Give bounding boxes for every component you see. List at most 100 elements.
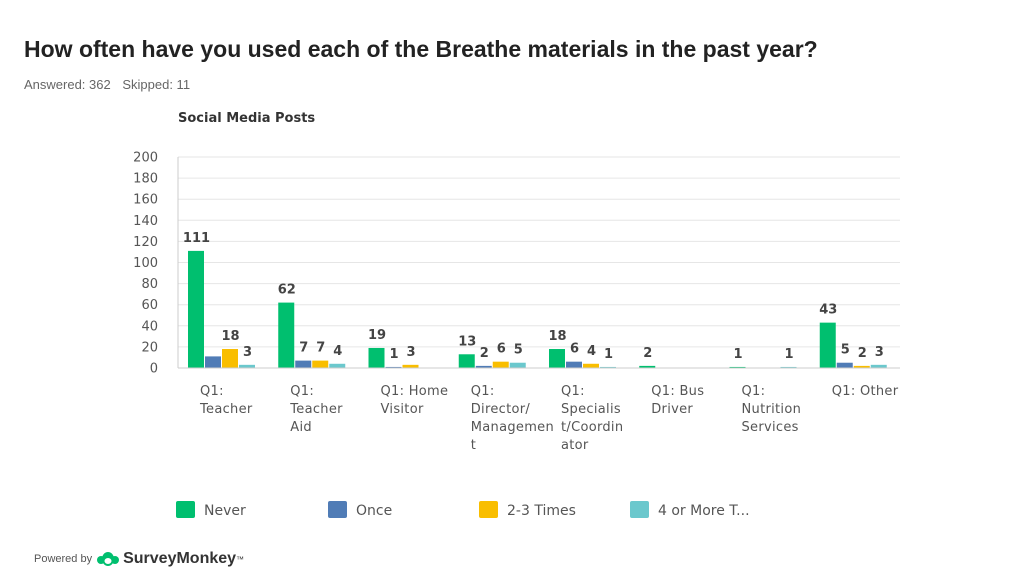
bar-once xyxy=(205,356,221,368)
x-tick-label: Q1: Other xyxy=(832,384,899,399)
x-tick-label: Services xyxy=(742,420,799,435)
bar-4-or-more-t xyxy=(600,366,616,368)
surveymonkey-logo[interactable]: SurveyMonkey ™ xyxy=(96,550,244,568)
data-label: 19 xyxy=(368,328,386,343)
y-tick-label: 160 xyxy=(133,193,158,208)
x-tick-label: Q1: Home xyxy=(381,384,449,399)
x-tick-label: Aid xyxy=(290,420,312,435)
brand-name: SurveyMonkey xyxy=(123,550,237,567)
bar-4-or-more-t xyxy=(329,363,346,368)
data-label: 5 xyxy=(514,343,523,358)
data-label: 1 xyxy=(389,347,398,362)
x-tick-label: Managemen xyxy=(471,420,554,435)
x-tick-label: ator xyxy=(561,438,589,453)
legend-swatch xyxy=(630,501,649,518)
data-label: 3 xyxy=(406,345,415,360)
y-tick-label: 180 xyxy=(133,172,158,187)
y-tick-label: 60 xyxy=(141,298,158,313)
brand-trademark: ™ xyxy=(236,554,245,564)
x-tick-label: t xyxy=(471,438,476,453)
powered-by-label: Powered by xyxy=(34,553,93,565)
bar-never xyxy=(368,347,385,368)
legend-label: 2-3 Times xyxy=(507,503,576,519)
x-tick-label: Q1: Bus xyxy=(651,384,704,399)
y-tick-label: 140 xyxy=(133,214,158,229)
data-label: 7 xyxy=(299,341,308,356)
legend-swatch xyxy=(176,501,195,518)
bar-2-3-times xyxy=(222,349,238,368)
data-label: 18 xyxy=(548,329,566,344)
x-tick-label: Teacher xyxy=(199,402,253,417)
bar-never xyxy=(188,250,204,368)
y-tick-label: 200 xyxy=(133,151,158,166)
x-tick-label: Specialis xyxy=(561,402,621,417)
x-tick-label: Teacher xyxy=(289,402,343,417)
bar-2-3-times xyxy=(312,360,329,368)
legend-label: Never xyxy=(204,503,246,519)
data-label: 62 xyxy=(278,283,296,298)
data-label: 2 xyxy=(643,346,652,361)
response-stats: Answered: 362 Skipped: 11 xyxy=(24,77,198,92)
bar-once xyxy=(385,366,402,368)
bar-2-3-times xyxy=(402,364,419,368)
bar-4-or-more-t xyxy=(780,366,797,368)
footer: Powered by SurveyMonkey ™ xyxy=(34,550,244,568)
bar-4-or-more-t xyxy=(870,364,887,368)
bar-never xyxy=(458,354,475,368)
bar-2-3-times xyxy=(583,363,599,368)
bar-4-or-more-t xyxy=(239,364,255,368)
y-tick-label: 20 xyxy=(141,340,158,355)
data-label: 1 xyxy=(733,347,742,362)
legend-swatch xyxy=(479,501,498,518)
data-label: 4 xyxy=(333,344,342,359)
x-tick-label: Driver xyxy=(651,402,693,417)
data-label: 43 xyxy=(819,303,837,318)
skipped-count: Skipped: 11 xyxy=(122,77,191,92)
page-title: How often have you used each of the Brea… xyxy=(24,36,818,62)
bar-never xyxy=(278,302,295,368)
bar-never xyxy=(549,349,565,368)
data-label: 2 xyxy=(480,346,489,361)
bar-never xyxy=(729,366,746,368)
bar-once xyxy=(295,360,312,368)
y-tick-label: 100 xyxy=(133,256,158,271)
x-tick-label: Q1: xyxy=(561,384,585,399)
data-label: 7 xyxy=(316,341,325,356)
data-label: 6 xyxy=(497,342,506,357)
x-tick-label: Q1: xyxy=(290,384,314,399)
x-tick-label: Q1: xyxy=(471,384,495,399)
bar-2-3-times xyxy=(492,361,509,368)
answered-count: Answered: 362 xyxy=(24,77,111,92)
data-label: 111 xyxy=(183,231,210,246)
legend-label: Once xyxy=(356,503,392,519)
x-tick-label: Director/ xyxy=(471,402,531,417)
bar-once xyxy=(566,361,582,368)
data-label: 3 xyxy=(243,345,252,360)
x-tick-label: Q1: xyxy=(742,384,766,399)
bar-4-or-more-t xyxy=(509,362,526,368)
bar-once xyxy=(836,362,853,368)
data-label: 1 xyxy=(604,347,613,362)
y-tick-label: 80 xyxy=(141,277,158,292)
bar-once xyxy=(475,365,492,368)
data-label: 4 xyxy=(587,344,596,359)
data-label: 6 xyxy=(570,342,579,357)
x-tick-label: Visitor xyxy=(381,402,424,417)
data-label: 13 xyxy=(458,334,476,349)
x-tick-label: Q1: xyxy=(200,384,224,399)
bar-never xyxy=(639,365,656,368)
bar-never xyxy=(819,322,836,368)
chart-title: Social Media Posts xyxy=(178,111,315,126)
x-tick-label: Nutrition xyxy=(742,402,802,417)
data-label: 1 xyxy=(784,347,793,362)
y-tick-label: 40 xyxy=(141,319,158,334)
legend-label: 4 or More T... xyxy=(658,503,750,519)
surveymonkey-icon xyxy=(97,552,120,566)
bar-2-3-times xyxy=(853,365,870,368)
y-tick-label: 0 xyxy=(150,362,158,377)
data-label: 5 xyxy=(841,343,850,358)
data-label: 18 xyxy=(221,329,239,344)
x-tick-label: t/Coordin xyxy=(561,420,623,435)
y-tick-label: 120 xyxy=(133,235,158,250)
